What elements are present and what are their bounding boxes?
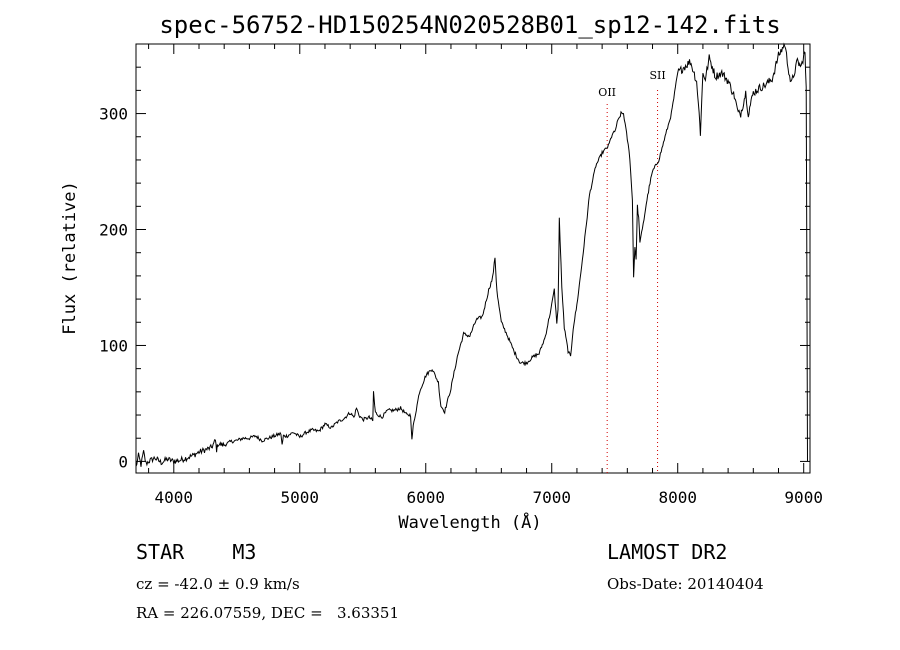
plot-frame [135, 43, 811, 474]
x-tick-label: 9000 [784, 488, 823, 507]
line-marker-label: OII [598, 86, 616, 99]
survey-name: LAMOST DR2 [607, 540, 728, 564]
y-tick-label: 300 [99, 105, 128, 124]
redshift-cz: cz = -42.0 ± 0.9 km/s [136, 575, 300, 593]
x-tick-label: 4000 [155, 488, 194, 507]
tick-labels: 4000 5000 6000 7000 8000 9000 0 100 200 300 [99, 105, 823, 507]
object-type: STAR M3 [136, 540, 257, 564]
y-axis-label: Flux (relative) [60, 181, 80, 335]
x-tick-label: 5000 [281, 488, 320, 507]
line-marker-label: SII [649, 69, 665, 82]
chart-title: spec-56752-HD150254N020528B01_sp12-142.f… [159, 11, 780, 39]
obs-date: Obs-Date: 20140404 [607, 575, 764, 593]
x-tick-label: 8000 [658, 488, 697, 507]
axis-ticks [136, 43, 810, 473]
x-tick-label: 6000 [406, 488, 445, 507]
spectrum-line [135, 42, 808, 467]
ra-dec: RA = 226.07559, DEC = 3.63351 [136, 604, 400, 622]
x-tick-label: 7000 [532, 488, 571, 507]
y-tick-label: 100 [99, 336, 128, 355]
x-axis-label: Wavelength (Å) [398, 511, 541, 533]
y-tick-label: 0 [118, 452, 128, 471]
y-tick-label: 200 [99, 221, 128, 240]
line-annotations: OII SII [598, 69, 666, 473]
